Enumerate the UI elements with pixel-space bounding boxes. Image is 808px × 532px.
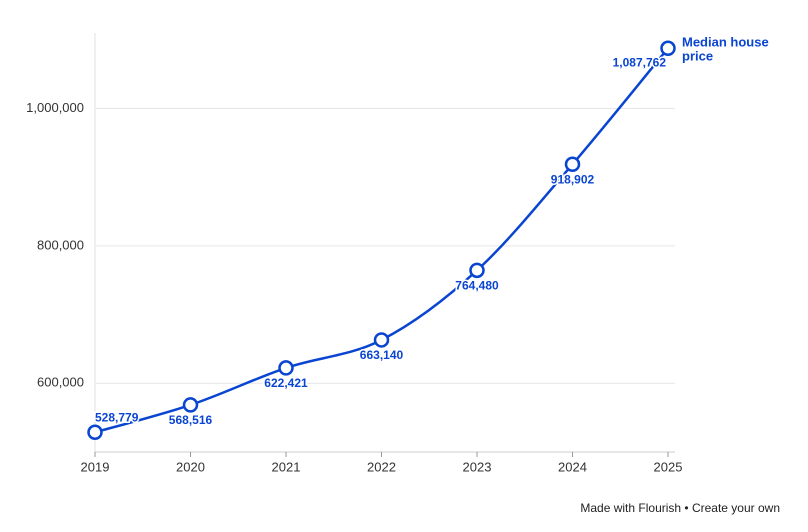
x-tick-label: 2023 xyxy=(463,459,492,474)
x-tick-label: 2024 xyxy=(558,459,587,474)
point xyxy=(564,156,581,173)
y-tick-label: 600,000 xyxy=(37,375,84,390)
point xyxy=(87,424,103,440)
series-label: Median house price xyxy=(682,35,769,64)
value-label: 568,516 xyxy=(169,413,213,427)
point xyxy=(373,332,390,348)
value-label: 1,087,762 xyxy=(613,55,667,69)
line xyxy=(94,47,669,434)
value-label: 663,140 xyxy=(360,348,404,362)
value-label: 918,902 xyxy=(551,172,595,186)
x-tick-label: 2025 xyxy=(654,459,683,474)
point xyxy=(469,262,485,279)
point xyxy=(182,397,199,413)
value-label: 622,421 xyxy=(264,376,308,390)
x-tick-label: 2021 xyxy=(272,459,301,474)
x-tick-label: 2020 xyxy=(176,459,205,474)
point xyxy=(278,360,294,376)
x-tick-label: 2022 xyxy=(367,459,396,474)
value-label: 764,480 xyxy=(455,279,499,293)
point xyxy=(660,40,676,57)
value-label: 528,779 xyxy=(95,410,139,424)
series-label-line: Median house xyxy=(682,35,769,50)
x-tick-label: 2019 xyxy=(81,459,110,474)
series-label-line: price xyxy=(682,49,713,64)
y-tick-label: 800,000 xyxy=(37,237,84,252)
y-tick-label: 1,000,000 xyxy=(26,100,84,115)
footer[interactable]: Made with Flourish • Create your own xyxy=(580,501,780,515)
